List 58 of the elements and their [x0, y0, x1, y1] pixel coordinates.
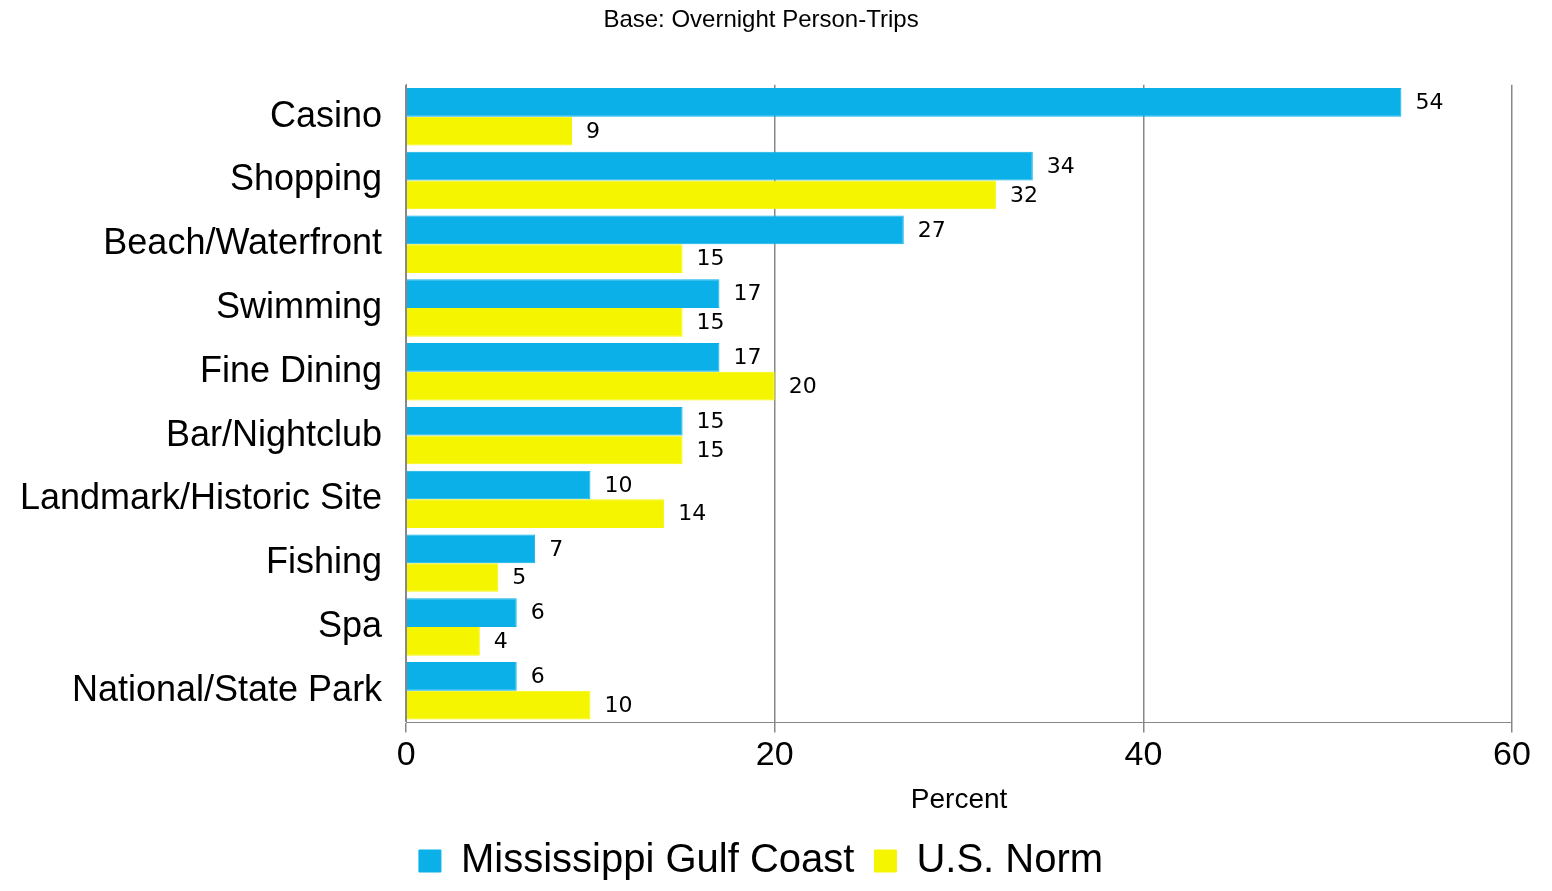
bar	[406, 499, 665, 529]
data-label: 6	[530, 663, 545, 689]
bar	[406, 662, 517, 691]
bar	[406, 87, 1402, 117]
y-tick-label: Fine Dining	[200, 348, 383, 390]
bar	[406, 534, 536, 564]
data-label: 10	[604, 691, 633, 717]
data-label: 17	[733, 344, 762, 370]
x-tick-label: 60	[1493, 734, 1531, 773]
bar	[406, 563, 499, 592]
y-tick-label: Spa	[318, 603, 384, 645]
data-label: 32	[1009, 181, 1038, 207]
x-tick-label: 0	[396, 734, 416, 773]
bar	[406, 215, 904, 245]
bar	[406, 371, 775, 401]
chart-title: Base: Overnight Person-Trips	[603, 5, 919, 33]
bar	[406, 343, 720, 372]
data-label: 6	[530, 599, 545, 625]
bar	[406, 180, 996, 210]
bar	[406, 244, 683, 273]
y-tick-label: Fishing	[266, 540, 383, 582]
legend-label: U.S. Norm	[916, 836, 1104, 881]
bar	[406, 116, 573, 146]
x-tick-label: 20	[755, 734, 794, 773]
data-label: 15	[696, 436, 725, 462]
data-label: 9	[586, 117, 601, 143]
data-label: 17	[733, 280, 762, 306]
data-label: 20	[788, 372, 817, 398]
data-label: 27	[917, 216, 946, 242]
data-label: 54	[1415, 89, 1444, 115]
bar	[406, 406, 683, 436]
bar	[406, 690, 591, 720]
y-tick-label: National/State Park	[71, 667, 384, 709]
bar	[406, 151, 1033, 181]
data-label: 10	[604, 471, 633, 497]
data-label: 15	[696, 309, 725, 335]
x-axis-title: Percent	[910, 782, 1008, 814]
bar	[406, 279, 720, 309]
y-tick-label: Casino	[270, 93, 383, 135]
data-label: 15	[696, 245, 725, 271]
y-tick-label: Bar/Nightclub	[166, 412, 383, 454]
data-label: 15	[696, 407, 725, 433]
bar	[406, 435, 683, 465]
data-label: 14	[678, 500, 707, 526]
data-label: 7	[549, 535, 564, 561]
bar	[406, 308, 683, 337]
x-tick-label: 40	[1124, 734, 1163, 773]
y-tick-label: Landmark/Historic Site	[19, 476, 383, 518]
legend-label: Mississippi Gulf Coast	[460, 836, 855, 881]
bar	[406, 470, 591, 500]
bar	[406, 626, 480, 656]
bar	[406, 598, 517, 627]
data-label: 5	[512, 564, 527, 590]
data-label: 4	[493, 628, 508, 653]
y-tick-label: Shopping	[229, 157, 383, 199]
y-tick-label: Beach/Waterfront	[103, 221, 383, 263]
data-label: 34	[1046, 152, 1075, 178]
y-tick-label: Swimming	[216, 284, 383, 326]
